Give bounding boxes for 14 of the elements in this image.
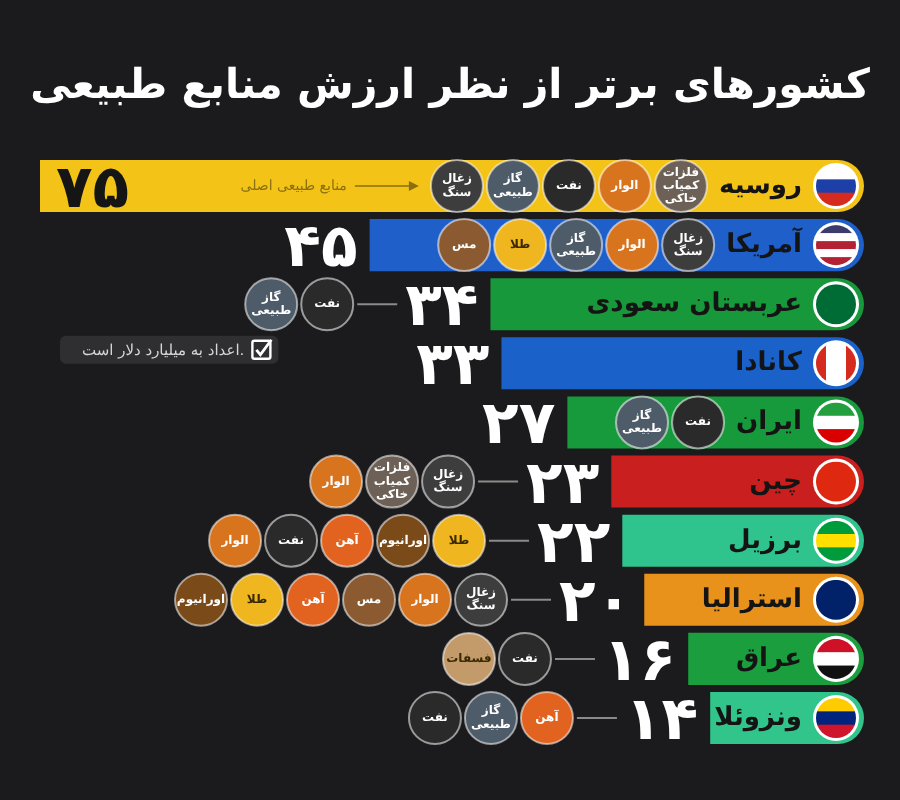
y-tick-label: ونزوئلا [714,702,802,733]
data-label: ۴۵ [284,212,358,283]
y-tick-label: عربستان سعودی [586,289,802,320]
y-tick-label: عراق [735,643,802,674]
y-tick-label: برزیل [728,525,802,556]
y-tick-label: استرالیا [701,584,802,615]
y-tick-label: چین [749,466,802,497]
y-tick-label: آمریکا [726,226,804,261]
y-tick-label: روسیه [718,171,802,202]
bar [501,337,864,390]
y-tick-label: ایران [736,407,802,438]
y-tick-label: کانادا [735,348,803,379]
chart-title: کشورهای برتر از نظر ارزش منابع طبیعی [30,60,870,110]
data-label: ۷۵ [56,153,130,224]
